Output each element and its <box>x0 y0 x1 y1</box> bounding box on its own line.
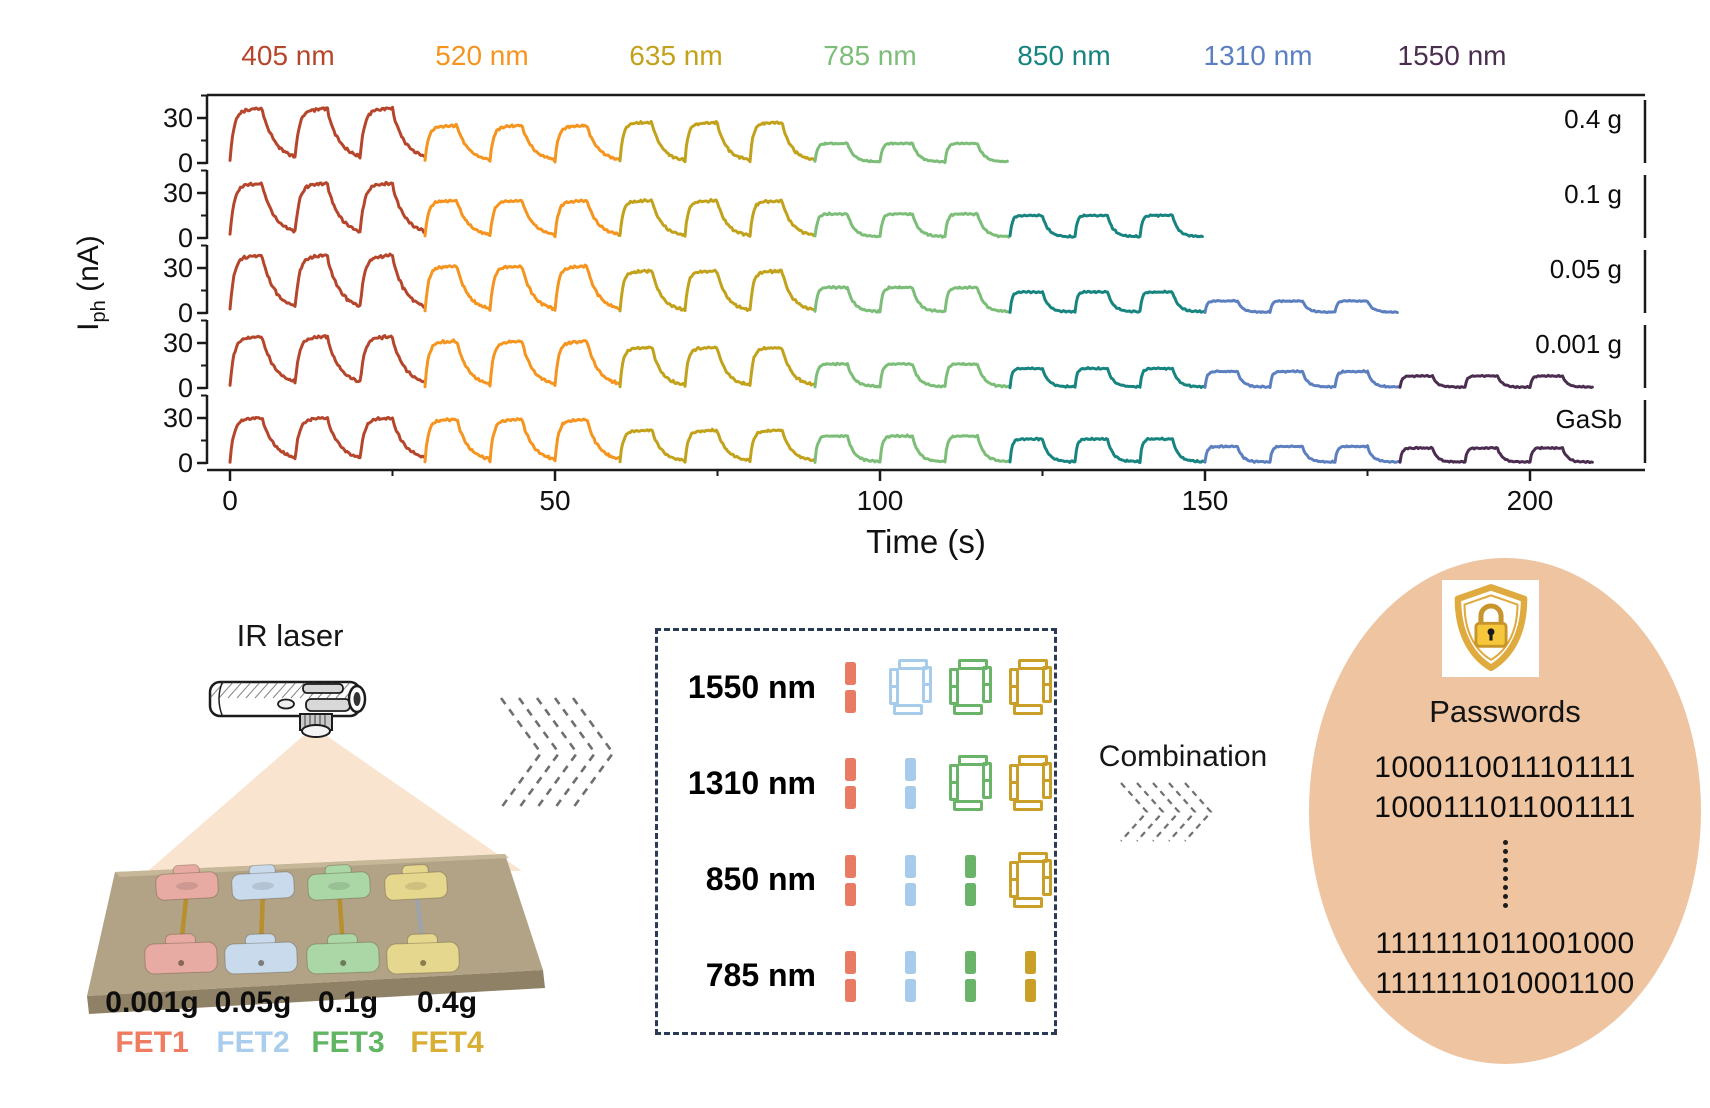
passwords-title: Passwords <box>1429 694 1581 729</box>
bit-1-glyph <box>888 948 932 1004</box>
encoder-row: 785 nm <box>658 928 1054 1023</box>
laser-pointer-icon <box>208 680 367 738</box>
encoder-wavelength-label: 1550 nm <box>687 668 816 705</box>
bit-1-glyph <box>948 852 992 908</box>
svg-text:150: 150 <box>1182 485 1229 516</box>
svg-text:Time (s): Time (s) <box>866 523 986 560</box>
light-cone-icon <box>148 736 522 871</box>
combination-arrow-icon <box>1120 782 1213 842</box>
bit-1-glyph <box>828 948 872 1004</box>
bit-glyphs <box>828 659 1052 716</box>
bit-1-glyph <box>888 852 932 908</box>
device-weight-label: 0.1g <box>317 986 379 1019</box>
bit-glyphs <box>828 851 1052 908</box>
encoder-wavelength-label: 850 nm <box>705 861 816 898</box>
svg-text:50: 50 <box>539 485 570 516</box>
encoder-row: 850 nm <box>658 832 1054 927</box>
encoder-wavelength-label: 1310 nm <box>687 764 816 801</box>
svg-text:Iph (nA): Iph (nA) <box>72 235 110 331</box>
fet-devices <box>144 864 460 975</box>
bit-0-glyph <box>1008 851 1052 908</box>
bit-0-glyph <box>1008 659 1052 716</box>
svg-text:30: 30 <box>163 403 193 433</box>
panel-label: 0.05 g <box>1550 254 1622 284</box>
bit-1-glyph <box>948 948 992 1004</box>
fet-name-label: FET2 <box>216 1026 290 1059</box>
svg-text:100: 100 <box>857 485 904 516</box>
shield-lock-icon <box>1442 580 1539 677</box>
password-line: 1000110011101111 <box>1374 751 1636 784</box>
wavelength-label: 1550 nm <box>1397 40 1507 71</box>
panel-label: 0.4 g <box>1564 104 1622 134</box>
password-lines-top: 1000110011101111 1000111011001111 <box>1309 748 1701 828</box>
wavelength-label: 850 nm <box>1017 40 1111 71</box>
device-weight-label: 0.05g <box>214 986 292 1019</box>
svg-text:0: 0 <box>222 485 238 516</box>
password-lines-bottom: 1111111011001000 1111111010001100 <box>1309 924 1701 1004</box>
bit-0-glyph <box>948 755 992 812</box>
svg-text:0: 0 <box>178 448 193 478</box>
bit-glyphs <box>828 948 1052 1004</box>
wavelength-label: 405 nm <box>241 40 335 71</box>
wavelength-label: 785 nm <box>823 40 917 71</box>
fet-name-label: FET3 <box>311 1026 385 1059</box>
password-line: 1111111010001100 <box>1375 967 1635 1000</box>
bit-1-glyph <box>828 755 872 811</box>
encoding-box: 1550 nm 1310 nm 850 nm 785 nm <box>655 628 1057 1035</box>
fet-name-label: FET4 <box>410 1026 484 1059</box>
wavelength-label: 635 nm <box>629 40 723 71</box>
fet-device <box>144 864 219 975</box>
combination-label: Combination <box>1098 740 1268 773</box>
encoder-wavelength-label: 785 nm <box>705 957 816 994</box>
password-line: 1000111011001111 <box>1374 791 1636 824</box>
bit-1-glyph <box>828 659 872 715</box>
vertical-ellipsis-icon <box>1309 840 1701 908</box>
svg-text:0: 0 <box>178 298 193 328</box>
wavelength-label: 1310 nm <box>1203 40 1313 71</box>
svg-text:30: 30 <box>163 328 193 358</box>
fet-name-label: FET1 <box>115 1026 189 1059</box>
fet-device <box>224 864 298 975</box>
fet-device <box>306 864 380 975</box>
ir-laser-label: IR laser <box>236 618 344 653</box>
bit-0-glyph <box>1008 755 1052 812</box>
fet-device <box>384 864 460 975</box>
bit-1-glyph <box>1008 948 1052 1004</box>
svg-text:0: 0 <box>178 373 193 403</box>
panel-label: 0.1 g <box>1564 179 1622 209</box>
bit-1-glyph <box>888 755 932 811</box>
svg-text:30: 30 <box>163 253 193 283</box>
wavelength-label: 520 nm <box>435 40 529 71</box>
bit-0-glyph <box>948 659 992 716</box>
svg-text:200: 200 <box>1507 485 1554 516</box>
encoder-row: 1550 nm <box>658 640 1054 735</box>
arrow-chevrons-icon <box>499 697 615 809</box>
svg-text:30: 30 <box>163 178 193 208</box>
bit-glyphs <box>828 755 1052 812</box>
panel-label: 0.001 g <box>1535 329 1622 359</box>
bit-0-glyph <box>888 659 932 716</box>
svg-text:0: 0 <box>178 223 193 253</box>
encoder-row: 1310 nm <box>658 736 1054 831</box>
svg-text:0: 0 <box>178 148 193 178</box>
device-weight-label: 0.001g <box>105 986 199 1019</box>
ir-laser-illustration <box>87 680 545 1014</box>
device-weight-label: 0.4g <box>416 986 478 1019</box>
passwords-bubble: Passwords 1000110011101111 10001110110011… <box>1309 558 1701 1064</box>
svg-text:30: 30 <box>163 103 193 133</box>
wavelength-header: 405 nm 520 nm 635 nm 785 nm 850 nm 1310 nm 155… <box>0 0 1710 80</box>
panel-label: GaSb <box>1556 404 1623 434</box>
password-line: 1111111011001000 <box>1375 927 1635 960</box>
bit-1-glyph <box>828 852 872 908</box>
